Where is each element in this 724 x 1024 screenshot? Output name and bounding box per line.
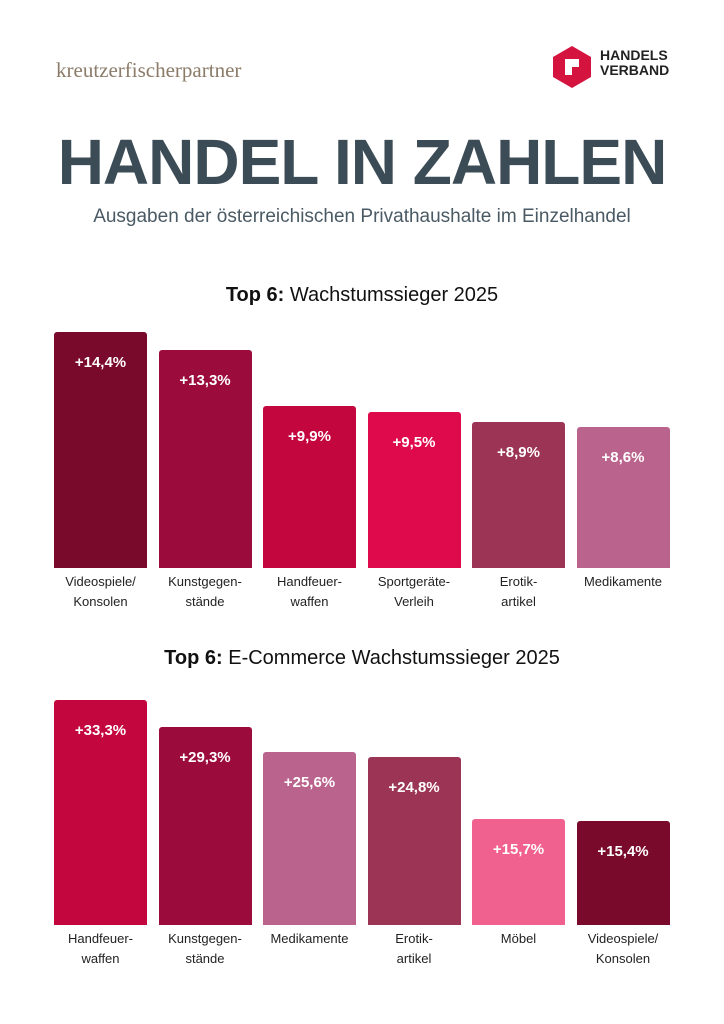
bar — [576, 427, 670, 568]
chart-title-text: Wachstumssieger 2025 — [289, 284, 499, 306]
category-label: Sportgeräte- Verleih — [377, 574, 451, 609]
value-label: +15,7% — [492, 840, 545, 858]
bar — [472, 818, 565, 925]
bar — [576, 820, 670, 925]
category-label: Medikamente — [583, 574, 663, 589]
chart-title-text: E-Commerce Wachstumssieger 2025 — [228, 647, 560, 669]
value-label: +9,9% — [288, 427, 331, 445]
value-label: +14,4% — [74, 354, 127, 371]
value-label: +13,3% — [179, 372, 231, 390]
bar — [263, 752, 356, 925]
brand-right: HANDELS VERBAND — [600, 47, 670, 78]
value-label: +8,6% — [601, 449, 645, 467]
bar — [367, 412, 461, 568]
chart-title: Top 6: Wachstumssieger 2025 — [0, 284, 724, 307]
page-title: HANDEL IN ZAHLEN — [57, 126, 668, 198]
category-label: Handfeuer- waffen — [67, 931, 134, 966]
page-subtitle: Ausgaben der österreichischen Privathaus… — [93, 206, 631, 227]
bar — [54, 332, 147, 568]
logo-icon — [553, 46, 591, 88]
chart-title-prefix: Top 6: — [164, 647, 223, 669]
category-label: Erotik- artikel — [499, 574, 538, 609]
category-label: Videospiele/ Konsolen — [65, 574, 136, 609]
bar — [158, 350, 252, 568]
value-label: +33,3% — [74, 722, 127, 739]
value-label: +9,5% — [392, 434, 436, 452]
value-label: +24,8% — [388, 779, 440, 797]
category-label: Kunstgegen- stände — [168, 574, 242, 609]
value-label: +29,3% — [179, 749, 231, 767]
brand-left: kreutzerfischerpartner — [56, 58, 242, 82]
bar — [158, 727, 252, 925]
value-label: +15,4% — [597, 842, 649, 860]
value-label: +8,9% — [497, 444, 540, 462]
category-label: Videospiele/ Konsolen — [587, 931, 659, 966]
chart-title-prefix: Top 6: — [225, 284, 285, 306]
category-label: Erotik- artikel — [395, 931, 433, 966]
value-label: +25,6% — [283, 774, 336, 792]
bar — [472, 422, 565, 568]
bar — [263, 405, 356, 568]
bar — [367, 757, 461, 925]
category-label: Kunstgegen- stände — [168, 931, 242, 966]
category-label: Möbel — [500, 931, 537, 946]
category-label: Handfeuer- waffen — [276, 574, 343, 609]
chart-title: Top 6: E-Commerce Wachstumssieger 2025 — [0, 647, 724, 670]
category-label: Medikamente — [270, 931, 349, 946]
bar — [54, 700, 147, 925]
